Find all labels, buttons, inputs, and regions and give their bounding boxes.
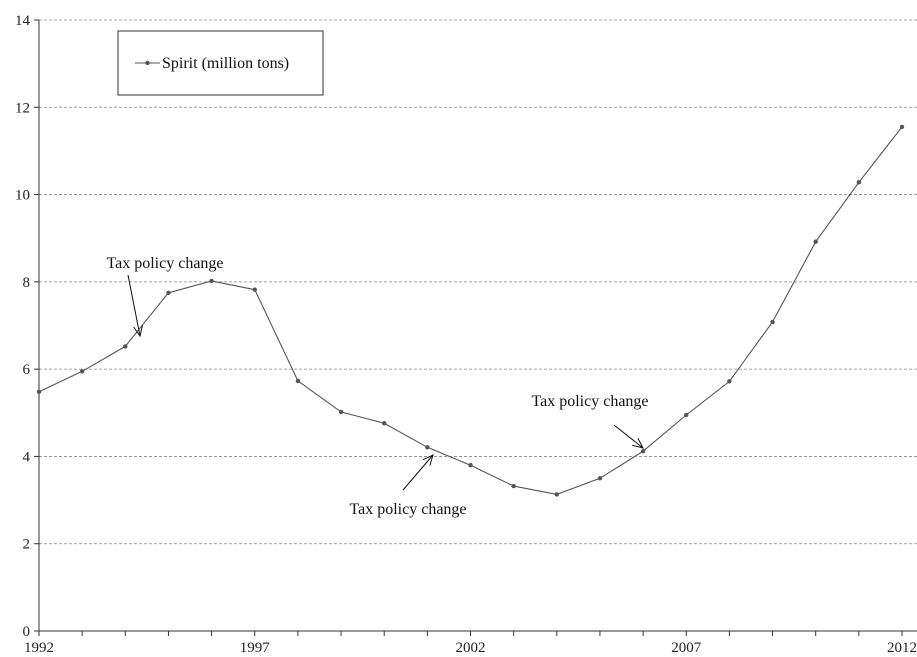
- series-layer: [36, 124, 905, 497]
- data-point: [252, 287, 257, 292]
- annotation-arrow: [127, 274, 141, 337]
- y-tick-label: 2: [23, 537, 31, 553]
- y-axis-ticks: 0 2 4 6 8 10 12 14: [15, 13, 39, 640]
- data-point: [382, 421, 387, 426]
- data-point: [554, 492, 559, 497]
- annotation-label: Tax policy change: [531, 393, 648, 410]
- y-tick-label: 8: [23, 275, 31, 291]
- x-axis-ticks: 1992 1997 2002 2007 2012: [24, 631, 917, 656]
- data-point: [166, 290, 171, 295]
- legend-label: Spirit (million tons): [162, 55, 289, 72]
- axes: [38, 20, 917, 632]
- x-tick-label: 2002: [456, 640, 486, 656]
- y-tick-label: 4: [23, 449, 31, 465]
- x-tick-label: 2012: [887, 640, 917, 656]
- data-point: [123, 344, 128, 349]
- legend: Spirit (million tons): [117, 30, 324, 96]
- data-point: [597, 476, 603, 481]
- annotation-arrowhead: [632, 438, 644, 449]
- data-point: [295, 378, 301, 384]
- y-tick-label: 6: [23, 362, 31, 378]
- data-point: [684, 412, 689, 418]
- gridlines: [39, 19, 917, 545]
- y-tick-label: 12: [15, 100, 30, 116]
- legend-marker: [145, 60, 150, 66]
- annotations: Tax policy change Tax policy change Tax po…: [106, 255, 648, 518]
- x-tick-label: 1992: [24, 640, 54, 656]
- data-point: [640, 448, 646, 454]
- data-point: [813, 239, 818, 244]
- data-point: [79, 369, 85, 374]
- data-point: [36, 389, 42, 395]
- annotation-label: Tax policy change: [106, 255, 223, 272]
- y-tick-label: 10: [15, 188, 30, 204]
- annotation-arrow: [402, 454, 434, 491]
- annotation-arrow: [613, 424, 644, 449]
- x-tick-label: 2007: [671, 640, 702, 656]
- data-point: [856, 180, 862, 185]
- data-point: [727, 379, 732, 384]
- annotation-label: Tax policy change: [349, 501, 466, 518]
- x-tick-label: 1997: [240, 640, 271, 656]
- data-point: [511, 483, 516, 489]
- data-point: [338, 409, 344, 415]
- series-line: [38, 126, 903, 495]
- y-tick-label: 14: [15, 13, 31, 29]
- y-tick-label: 0: [23, 624, 31, 640]
- annotation-arrowhead: [133, 325, 143, 338]
- data-point: [770, 319, 775, 325]
- data-point: [425, 445, 430, 450]
- data-point: [468, 462, 473, 468]
- data-point: [209, 278, 214, 284]
- data-point: [899, 124, 905, 130]
- annotation-arrowhead: [422, 454, 434, 466]
